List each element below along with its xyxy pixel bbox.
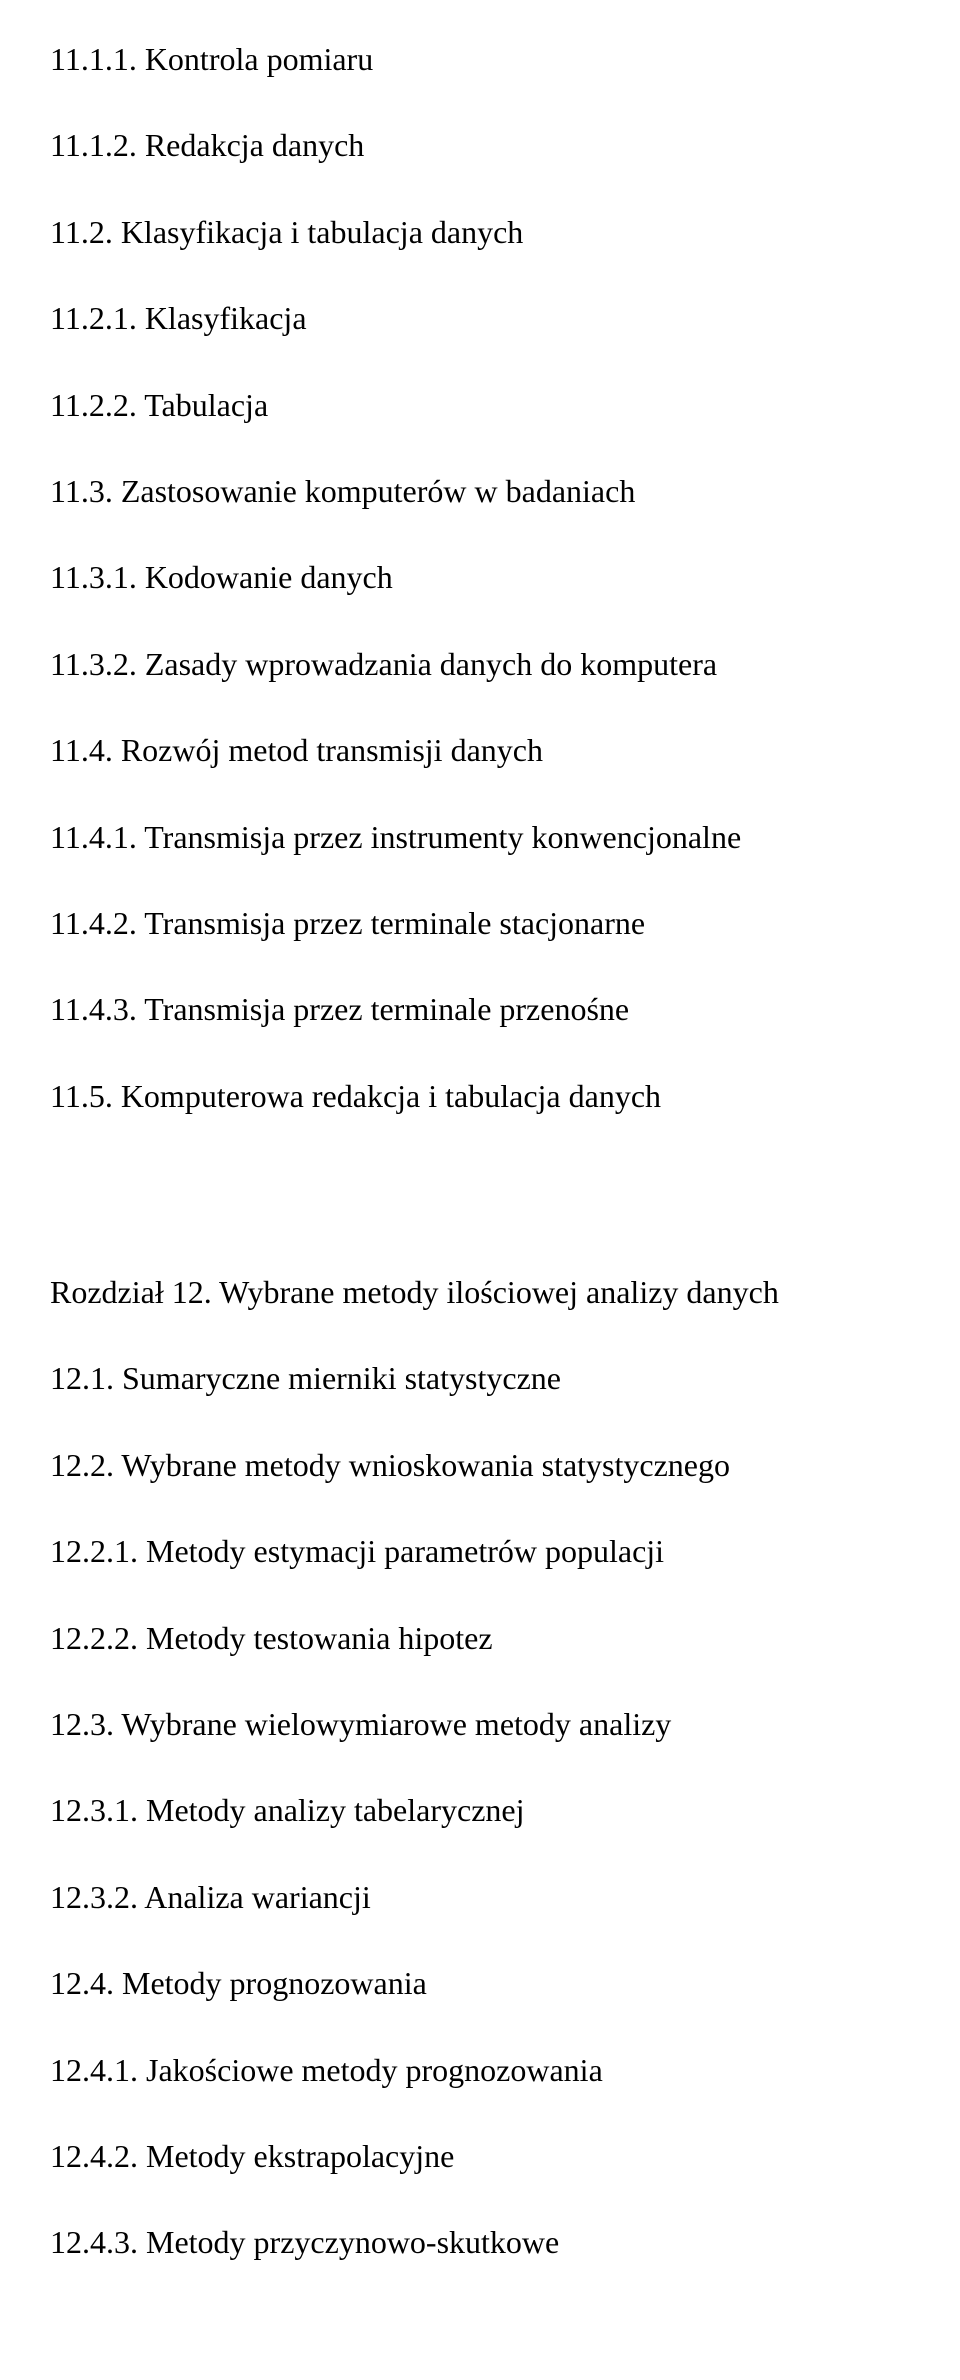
document-body: 11.1.1. Kontrola pomiaru 11.1.2. Redakcj… xyxy=(50,40,910,2262)
toc-entry: 11.5. Komputerowa redakcja i tabulacja d… xyxy=(50,1077,910,1115)
toc-entry: 11.2.2. Tabulacja xyxy=(50,386,910,424)
toc-entry: 11.4. Rozwój metod transmisji danych xyxy=(50,731,910,769)
toc-entry: 12.3. Wybrane wielowymiarowe metody anal… xyxy=(50,1705,910,1743)
toc-entry: 12.3.2. Analiza wariancji xyxy=(50,1878,910,1916)
toc-entry: 12.4.1. Jakościowe metody prognozowania xyxy=(50,2051,910,2089)
toc-entry: 12.3.1. Metody analizy tabelarycznej xyxy=(50,1791,910,1829)
toc-entry: 11.4.2. Transmisja przez terminale stacj… xyxy=(50,904,910,942)
toc-entry: 12.2.1. Metody estymacji parametrów popu… xyxy=(50,1532,910,1570)
toc-entry: 12.1. Sumaryczne mierniki statystyczne xyxy=(50,1359,910,1397)
chapter-heading: Rozdział 12. Wybrane metody ilościowej a… xyxy=(50,1273,910,1311)
toc-entry: 12.2.2. Metody testowania hipotez xyxy=(50,1619,910,1657)
toc-entry: 11.4.1. Transmisja przez instrumenty kon… xyxy=(50,818,910,856)
toc-entry: 11.1.1. Kontrola pomiaru xyxy=(50,40,910,78)
toc-entry: 12.4. Metody prognozowania xyxy=(50,1964,910,2002)
toc-entry: 12.4.2. Metody ekstrapolacyjne xyxy=(50,2137,910,2175)
toc-entry: 11.2. Klasyfikacja i tabulacja danych xyxy=(50,213,910,251)
toc-entry: 11.4.3. Transmisja przez terminale przen… xyxy=(50,990,910,1028)
toc-entry: 11.3. Zastosowanie komputerów w badaniac… xyxy=(50,472,910,510)
section-gap xyxy=(50,1163,910,1273)
toc-entry: 11.3.2. Zasady wprowadzania danych do ko… xyxy=(50,645,910,683)
toc-entry: 11.1.2. Redakcja danych xyxy=(50,126,910,164)
toc-entry: 11.3.1. Kodowanie danych xyxy=(50,558,910,596)
toc-entry: 11.2.1. Klasyfikacja xyxy=(50,299,910,337)
toc-entry: 12.4.3. Metody przyczynowo-skutkowe xyxy=(50,2223,910,2261)
toc-entry: 12.2. Wybrane metody wnioskowania statys… xyxy=(50,1446,910,1484)
